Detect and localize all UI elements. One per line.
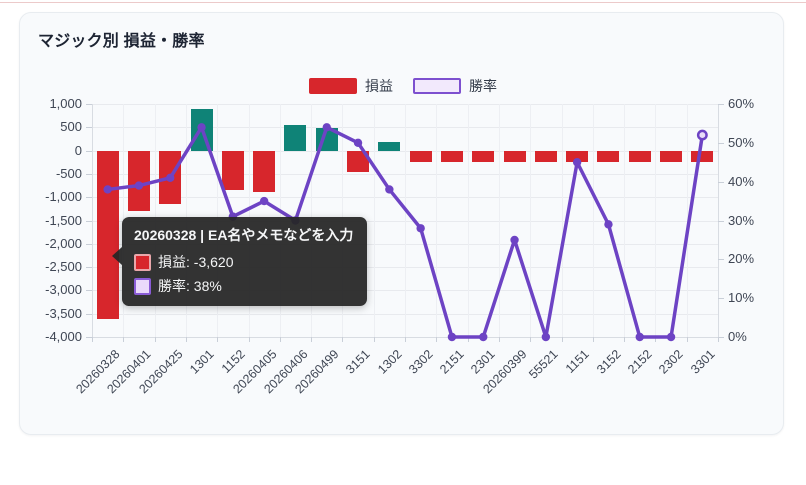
chart-title: マジック別 損益・勝率: [38, 33, 205, 50]
tooltip-arrow: [112, 247, 122, 265]
tooltip-profit-swatch: [134, 253, 151, 271]
legend-item-winrate[interactable]: 勝率: [413, 76, 497, 96]
legend: 損益 勝率: [0, 76, 806, 96]
tooltip-winrate-text: 勝率: 38%: [158, 278, 222, 294]
tooltip-winrate-swatch: [134, 277, 151, 295]
legend-item-profit[interactable]: 損益: [309, 76, 393, 96]
profit-legend-swatch: [309, 78, 357, 94]
tooltip: 20260328 | EA名やメモなどを入力 損益: -3,620 勝率: 38…: [112, 217, 368, 306]
tooltip-title: 20260328 | EA名やメモなどを入力: [134, 227, 354, 243]
tooltip-row-winrate: 勝率: 38%: [134, 276, 353, 296]
tooltip-profit-text: 損益: -3,620: [158, 254, 234, 270]
winrate-legend-swatch: [413, 78, 461, 94]
profit-legend-label: 損益: [365, 78, 393, 94]
tooltip-row-profit: 損益: -3,620: [134, 252, 353, 272]
winrate-legend-label: 勝率: [469, 78, 497, 94]
top-divider-line: [0, 2, 806, 3]
